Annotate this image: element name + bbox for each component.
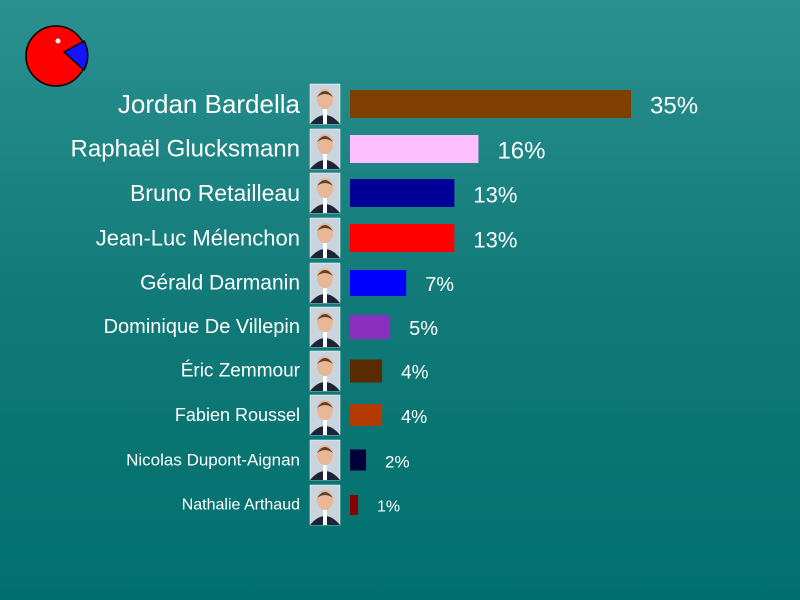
bar-value-label: 4% <box>401 363 429 384</box>
bar-value-label: 4% <box>401 407 427 427</box>
candidate-photo <box>309 394 341 436</box>
candidate-name-label: Nathalie Arthaud <box>182 497 300 514</box>
bar <box>350 270 407 296</box>
logo-eye <box>55 38 61 44</box>
bar-value-label: 2% <box>385 453 410 472</box>
bar-value-label: 5% <box>409 318 438 340</box>
candidate-name-label: Jean-Luc Mélenchon <box>96 226 300 251</box>
candidate-name-label: Jordan Bardella <box>118 89 301 119</box>
bar <box>350 179 455 207</box>
candidate-name-label: Bruno Retailleau <box>130 180 300 206</box>
bar <box>350 90 631 118</box>
bar-value-label: 35% <box>650 93 698 120</box>
candidate-photo <box>309 83 341 125</box>
candidate-photo <box>309 439 341 481</box>
bar-value-label: 16% <box>497 138 545 165</box>
candidate-photo <box>309 172 341 214</box>
candidate-photo <box>309 128 341 170</box>
candidate-photo <box>309 262 341 304</box>
bar <box>350 495 359 515</box>
bar-value-label: 13% <box>473 228 517 253</box>
candidate-name-label: Nicolas Dupont-Aignan <box>126 451 300 470</box>
bar <box>350 359 383 383</box>
candidate-name-label: Dominique De Villepin <box>104 316 300 338</box>
bar <box>350 315 391 339</box>
bar <box>350 224 455 252</box>
candidate-photo <box>309 350 341 392</box>
bar-value-label: 7% <box>425 274 454 296</box>
candidate-name-label: Éric Zemmour <box>181 361 301 382</box>
bar-value-label: 13% <box>473 183 517 208</box>
bar <box>350 404 383 426</box>
candidate-name-label: Raphaël Glucksmann <box>71 136 300 163</box>
candidate-photo <box>309 484 341 526</box>
bar <box>350 449 367 471</box>
candidate-name-label: Gérald Darmanin <box>140 272 300 295</box>
bar <box>350 135 479 163</box>
pacman-pie-logo-icon <box>25 25 89 87</box>
candidate-name-label: Fabien Roussel <box>175 405 300 425</box>
logo-wedge <box>62 39 89 72</box>
candidate-photo <box>309 217 341 259</box>
candidate-photo <box>309 306 341 348</box>
bar-value-label: 1% <box>377 499 400 516</box>
